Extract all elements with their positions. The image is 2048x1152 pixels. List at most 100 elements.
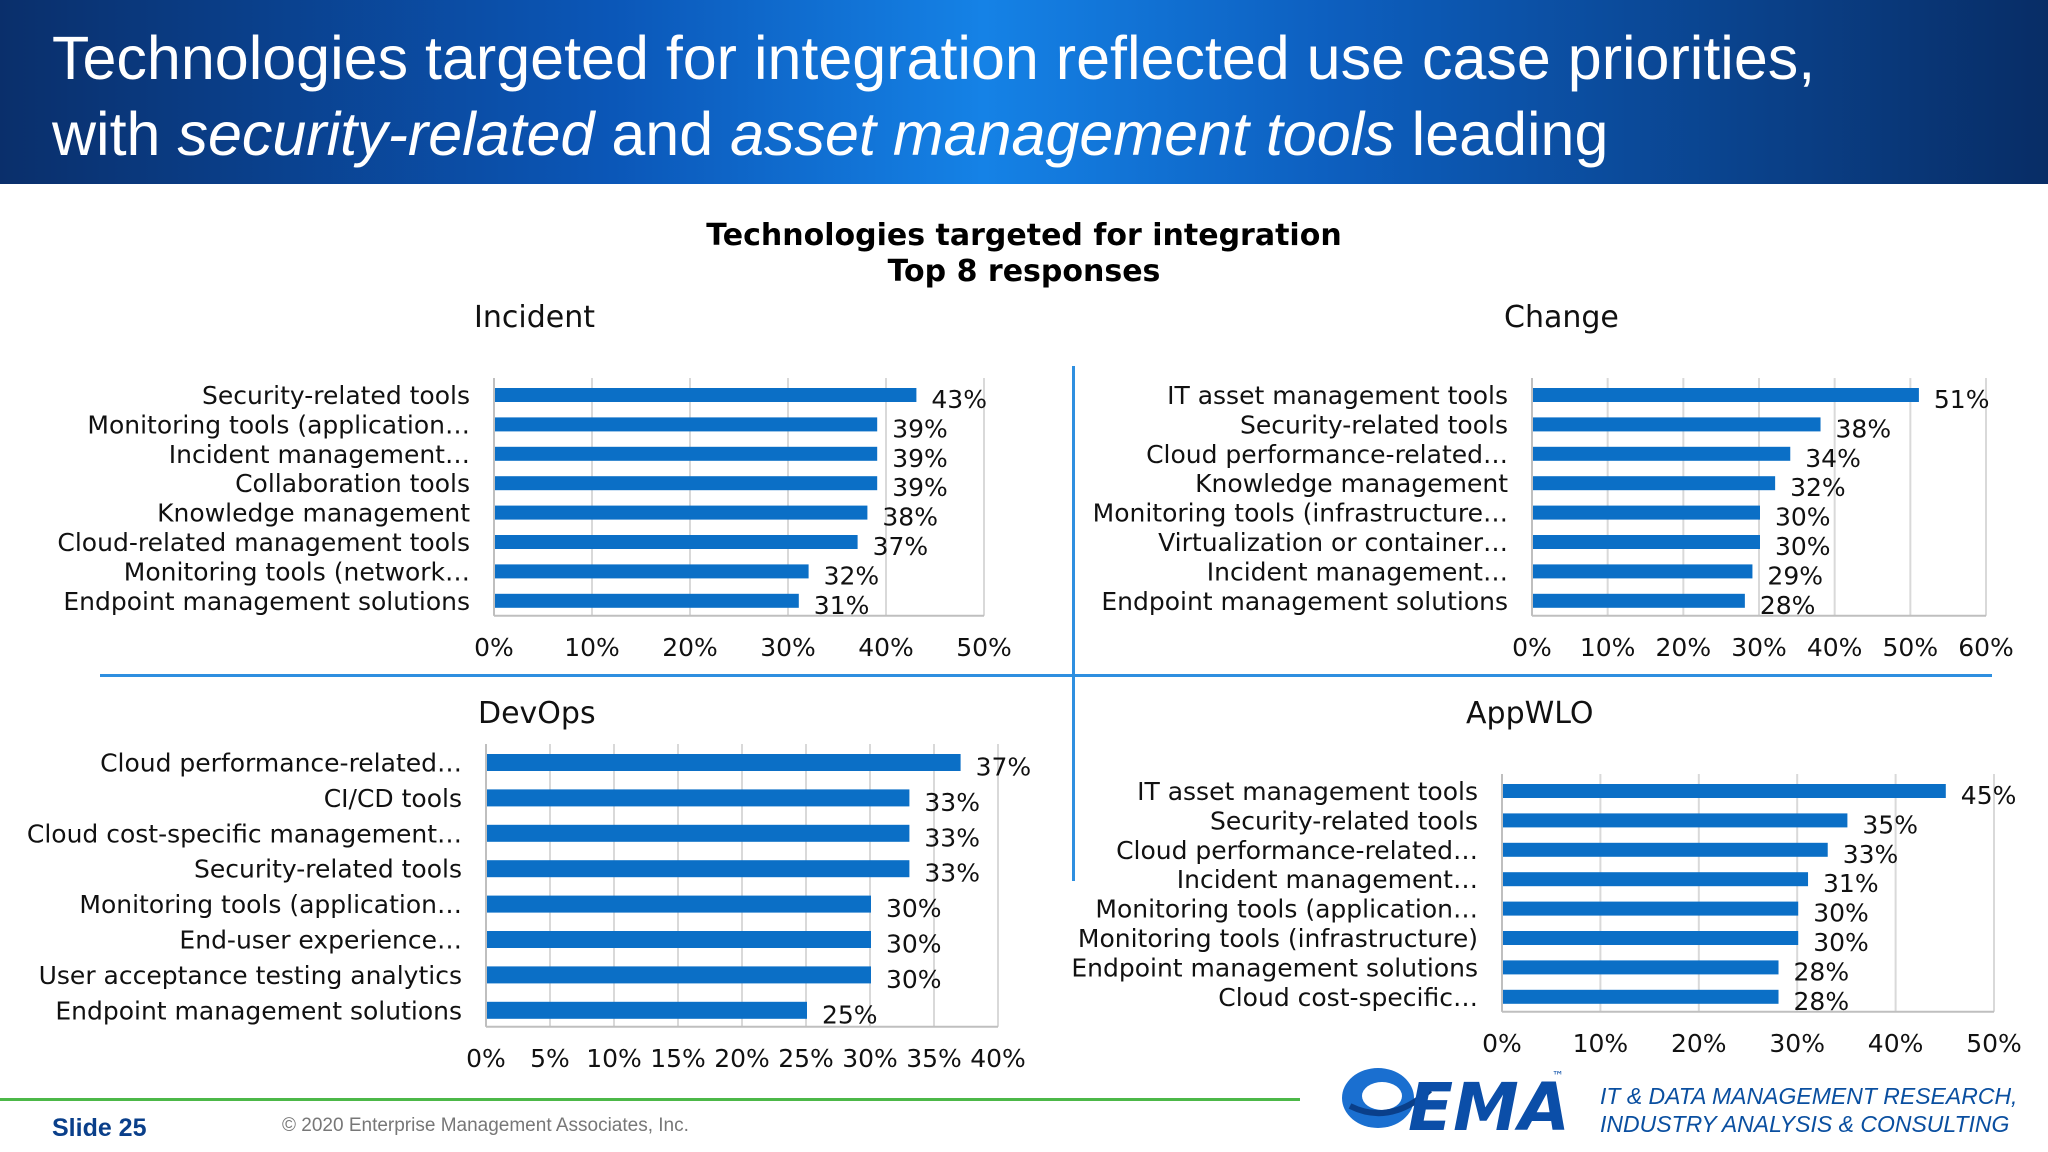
bar bbox=[487, 895, 871, 913]
tagline-line1: IT & DATA MANAGEMENT RESEARCH, bbox=[1600, 1083, 2018, 1109]
bar bbox=[1533, 446, 1791, 461]
data-label: 37% bbox=[873, 532, 929, 561]
bar bbox=[495, 593, 799, 608]
x-tick-label: 15% bbox=[650, 1044, 706, 1073]
category-label: Cloud-related management tools bbox=[57, 528, 470, 557]
x-tick-label: 60% bbox=[1958, 633, 2014, 662]
data-label: 30% bbox=[1775, 532, 1831, 561]
bar bbox=[1503, 872, 1809, 887]
bar bbox=[495, 505, 868, 520]
data-label: 37% bbox=[976, 753, 1032, 782]
bar bbox=[495, 564, 809, 579]
bar bbox=[1503, 784, 1946, 798]
slide-title-line1: Technologies targeted for integration re… bbox=[52, 24, 1816, 92]
data-label: 28% bbox=[1794, 987, 1850, 1016]
x-tick-label: 35% bbox=[906, 1044, 962, 1073]
category-label: Monitoring tools (infrastructure… bbox=[1093, 499, 1508, 528]
title-banner bbox=[0, 0, 2048, 184]
ema-logo: EMA ™ bbox=[1342, 1068, 1570, 1140]
category-label: Endpoint management solutions bbox=[1071, 953, 1478, 982]
copyright-text: © 2020 Enterprise Management Associates,… bbox=[282, 1115, 689, 1136]
vertical-divider bbox=[1072, 366, 1075, 881]
slide-title: Technologies targeted for integration re… bbox=[52, 20, 2012, 172]
bar bbox=[487, 824, 910, 842]
category-label: Cloud performance-related… bbox=[100, 749, 462, 778]
bar bbox=[1503, 989, 1779, 1004]
data-label: 31% bbox=[814, 591, 870, 620]
bar bbox=[1533, 535, 1760, 549]
tagline-line2: INDUSTRY ANALYSIS & CONSULTING bbox=[1600, 1111, 2010, 1137]
data-label: 38% bbox=[882, 503, 938, 532]
data-label: 39% bbox=[892, 473, 948, 502]
bar bbox=[487, 754, 961, 771]
category-label: Cloud cost-specific management… bbox=[27, 819, 462, 848]
devops-chart-svg: 0% 5% 10% 15% 20% 25% 30% 35% 40% Cloud performan… bbox=[27, 744, 1031, 1073]
ema-logo-text: EMA bbox=[1408, 1069, 1570, 1140]
x-tick-label: 20% bbox=[1656, 633, 1712, 662]
category-label: Monitoring tools (infrastructure) bbox=[1078, 924, 1478, 953]
x-tick-label: 0% bbox=[474, 633, 514, 662]
data-label: 38% bbox=[1836, 414, 1892, 443]
bar bbox=[1533, 417, 1821, 432]
category-label: Security-related tools bbox=[194, 855, 462, 884]
x-tick-label: 40% bbox=[1868, 1029, 1924, 1058]
x-tick-label: 50% bbox=[1883, 633, 1939, 662]
data-label: 31% bbox=[1823, 869, 1879, 898]
category-label: Endpoint management solutions bbox=[55, 996, 462, 1025]
data-label: 28% bbox=[1794, 957, 1850, 986]
change-chart-svg: 0% 10% 20% 30% 40% 50% 60% IT asset management … bbox=[1093, 378, 2014, 662]
x-tick-label: 30% bbox=[760, 633, 816, 662]
category-label: Security-related tools bbox=[202, 381, 470, 410]
x-tick-label: 50% bbox=[1966, 1029, 2022, 1058]
bar bbox=[1533, 564, 1753, 579]
category-label: Collaboration tools bbox=[235, 469, 470, 498]
category-label: Monitoring tools (application… bbox=[87, 410, 470, 439]
data-label: 35% bbox=[1862, 810, 1918, 839]
change-chart-title: Change bbox=[1504, 300, 1619, 335]
data-label: 30% bbox=[886, 894, 942, 923]
category-label: Cloud performance-related… bbox=[1116, 836, 1478, 865]
category-label: Monitoring tools (application… bbox=[79, 890, 462, 919]
bar bbox=[495, 446, 878, 461]
bar bbox=[495, 388, 917, 402]
appwlo-chart: AppWLO 0% 10% 20% 30% 40% 50% IT asset managem… bbox=[1036, 696, 2036, 1096]
data-label: 30% bbox=[1813, 928, 1869, 957]
data-label: 34% bbox=[1805, 444, 1861, 473]
x-tick-label: 20% bbox=[714, 1044, 770, 1073]
data-label: 33% bbox=[924, 859, 980, 888]
data-label: 30% bbox=[1775, 503, 1831, 532]
bar bbox=[1533, 388, 1919, 402]
bar bbox=[1533, 593, 1745, 608]
x-tick-label: 25% bbox=[778, 1044, 834, 1073]
x-tick-label: 0% bbox=[466, 1044, 506, 1073]
category-label: Incident management… bbox=[169, 440, 470, 469]
data-label: 39% bbox=[892, 444, 948, 473]
bar bbox=[495, 417, 878, 432]
category-label: Monitoring tools (application… bbox=[1095, 895, 1478, 924]
x-tick-label: 0% bbox=[1482, 1029, 1522, 1058]
x-tick-label: 10% bbox=[1580, 633, 1636, 662]
data-label: 45% bbox=[1961, 781, 2017, 810]
x-tick-label: 10% bbox=[1573, 1029, 1629, 1058]
category-label: Endpoint management solutions bbox=[1101, 587, 1508, 616]
slide-number: Slide 25 bbox=[52, 1114, 147, 1142]
category-label: Monitoring tools (network… bbox=[124, 557, 470, 586]
x-tick-label: 50% bbox=[956, 633, 1012, 662]
chart-heading: Technologies targeted for integration To… bbox=[0, 218, 2048, 290]
category-label: CI/CD tools bbox=[324, 784, 462, 813]
category-label: Incident management… bbox=[1177, 865, 1478, 894]
x-tick-label: 0% bbox=[1512, 633, 1552, 662]
x-tick-label: 30% bbox=[1731, 633, 1787, 662]
bar bbox=[1503, 901, 1799, 916]
category-label: Security-related tools bbox=[1240, 410, 1508, 439]
x-tick-label: 30% bbox=[1769, 1029, 1825, 1058]
chart-heading-line1: Technologies targeted for integration bbox=[706, 218, 1342, 253]
bar bbox=[1503, 931, 1799, 945]
bar bbox=[487, 966, 871, 984]
bar bbox=[1503, 813, 1848, 828]
data-label: 33% bbox=[1843, 840, 1899, 869]
category-label: Knowledge management bbox=[157, 499, 470, 528]
incident-chart-title: Incident bbox=[474, 300, 595, 335]
bar bbox=[487, 789, 910, 807]
x-tick-label: 10% bbox=[586, 1044, 642, 1073]
